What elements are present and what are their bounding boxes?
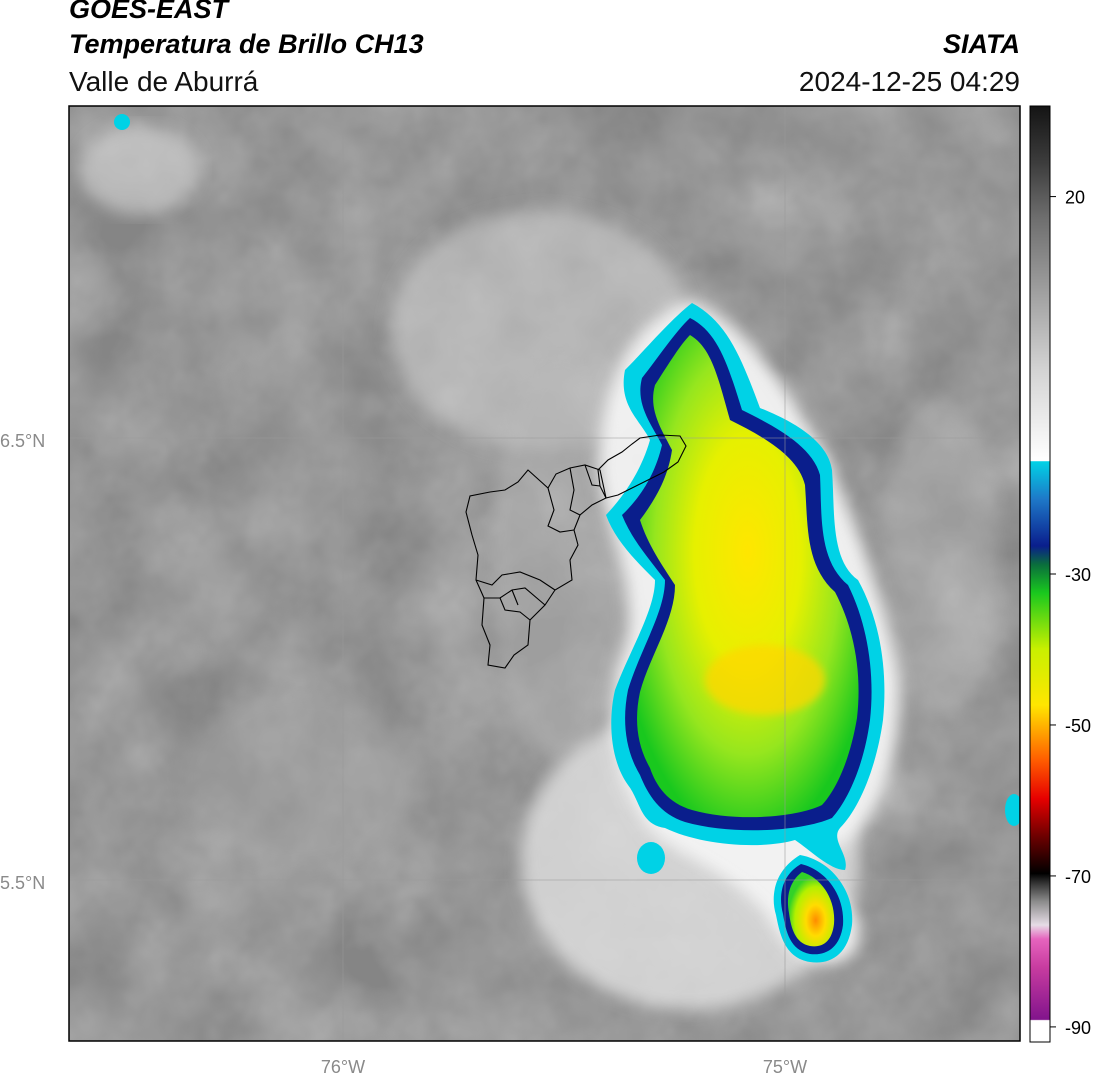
lon-label-76w: 76°W: [321, 1057, 365, 1077]
colorbar-tick-label: -90: [1065, 1018, 1091, 1038]
title-line-2: Temperatura de Brillo CH13: [69, 29, 424, 59]
region-subtitle: Valle de Aburrá: [69, 66, 259, 97]
lat-label-6-5n: 6.5°N: [0, 431, 45, 451]
colorbar-tick-label: -30: [1065, 565, 1091, 585]
lat-label-5-5n: 5.5°N: [0, 873, 45, 893]
colorbar-tick-label: 20: [1065, 188, 1085, 208]
datetime-label: 2024-12-25 04:29: [798, 66, 1020, 97]
municipality-boundaries: [465, 434, 687, 669]
satellite-image: [69, 106, 1020, 1041]
title-line-1: GOES-EAST: [69, 0, 229, 24]
colorbar-ticks: 20 -30 -50 -70 -90: [1050, 188, 1091, 1038]
colorbar-tick-label: -50: [1065, 716, 1091, 736]
colorbar: 20 -30 -50 -70 -90: [1029, 105, 1091, 1043]
colorbar-tick-label: -70: [1065, 867, 1091, 887]
lon-label-75w: 75°W: [763, 1057, 807, 1077]
organization-label: SIATA: [943, 29, 1020, 59]
gridlines: [69, 106, 1020, 1041]
map-frame: [68, 105, 1021, 1042]
colorbar-gradient: [1030, 106, 1050, 1042]
